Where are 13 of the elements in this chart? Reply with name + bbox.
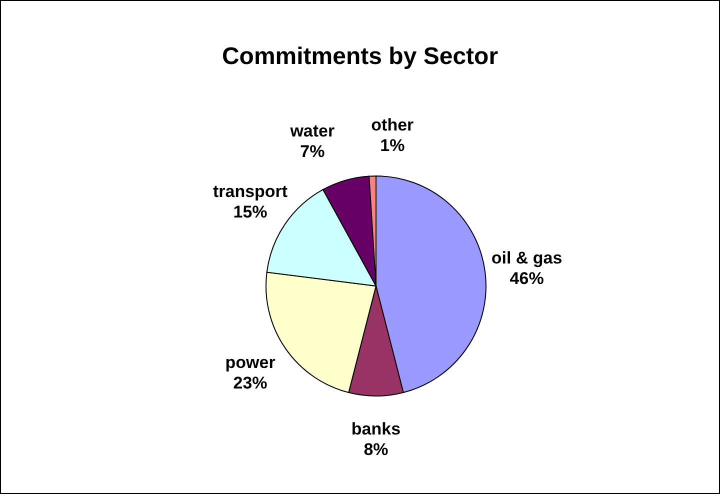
data-label: 1%: [380, 136, 405, 156]
data-label: 23%: [233, 373, 268, 392]
slice-label: other: [371, 116, 414, 135]
slice-label: power: [225, 353, 276, 372]
data-label: 46%: [510, 268, 544, 288]
slice-label: banks: [351, 420, 401, 439]
data-label: 8%: [364, 440, 388, 459]
data-label: 15%: [233, 202, 268, 222]
chart-title: Commitments by Sector: [220, 43, 500, 71]
slice-label: oil & gas: [491, 248, 562, 268]
slice-label: water: [289, 122, 335, 141]
data-label: 7%: [300, 142, 325, 162]
slice-label: transport: [212, 182, 288, 202]
